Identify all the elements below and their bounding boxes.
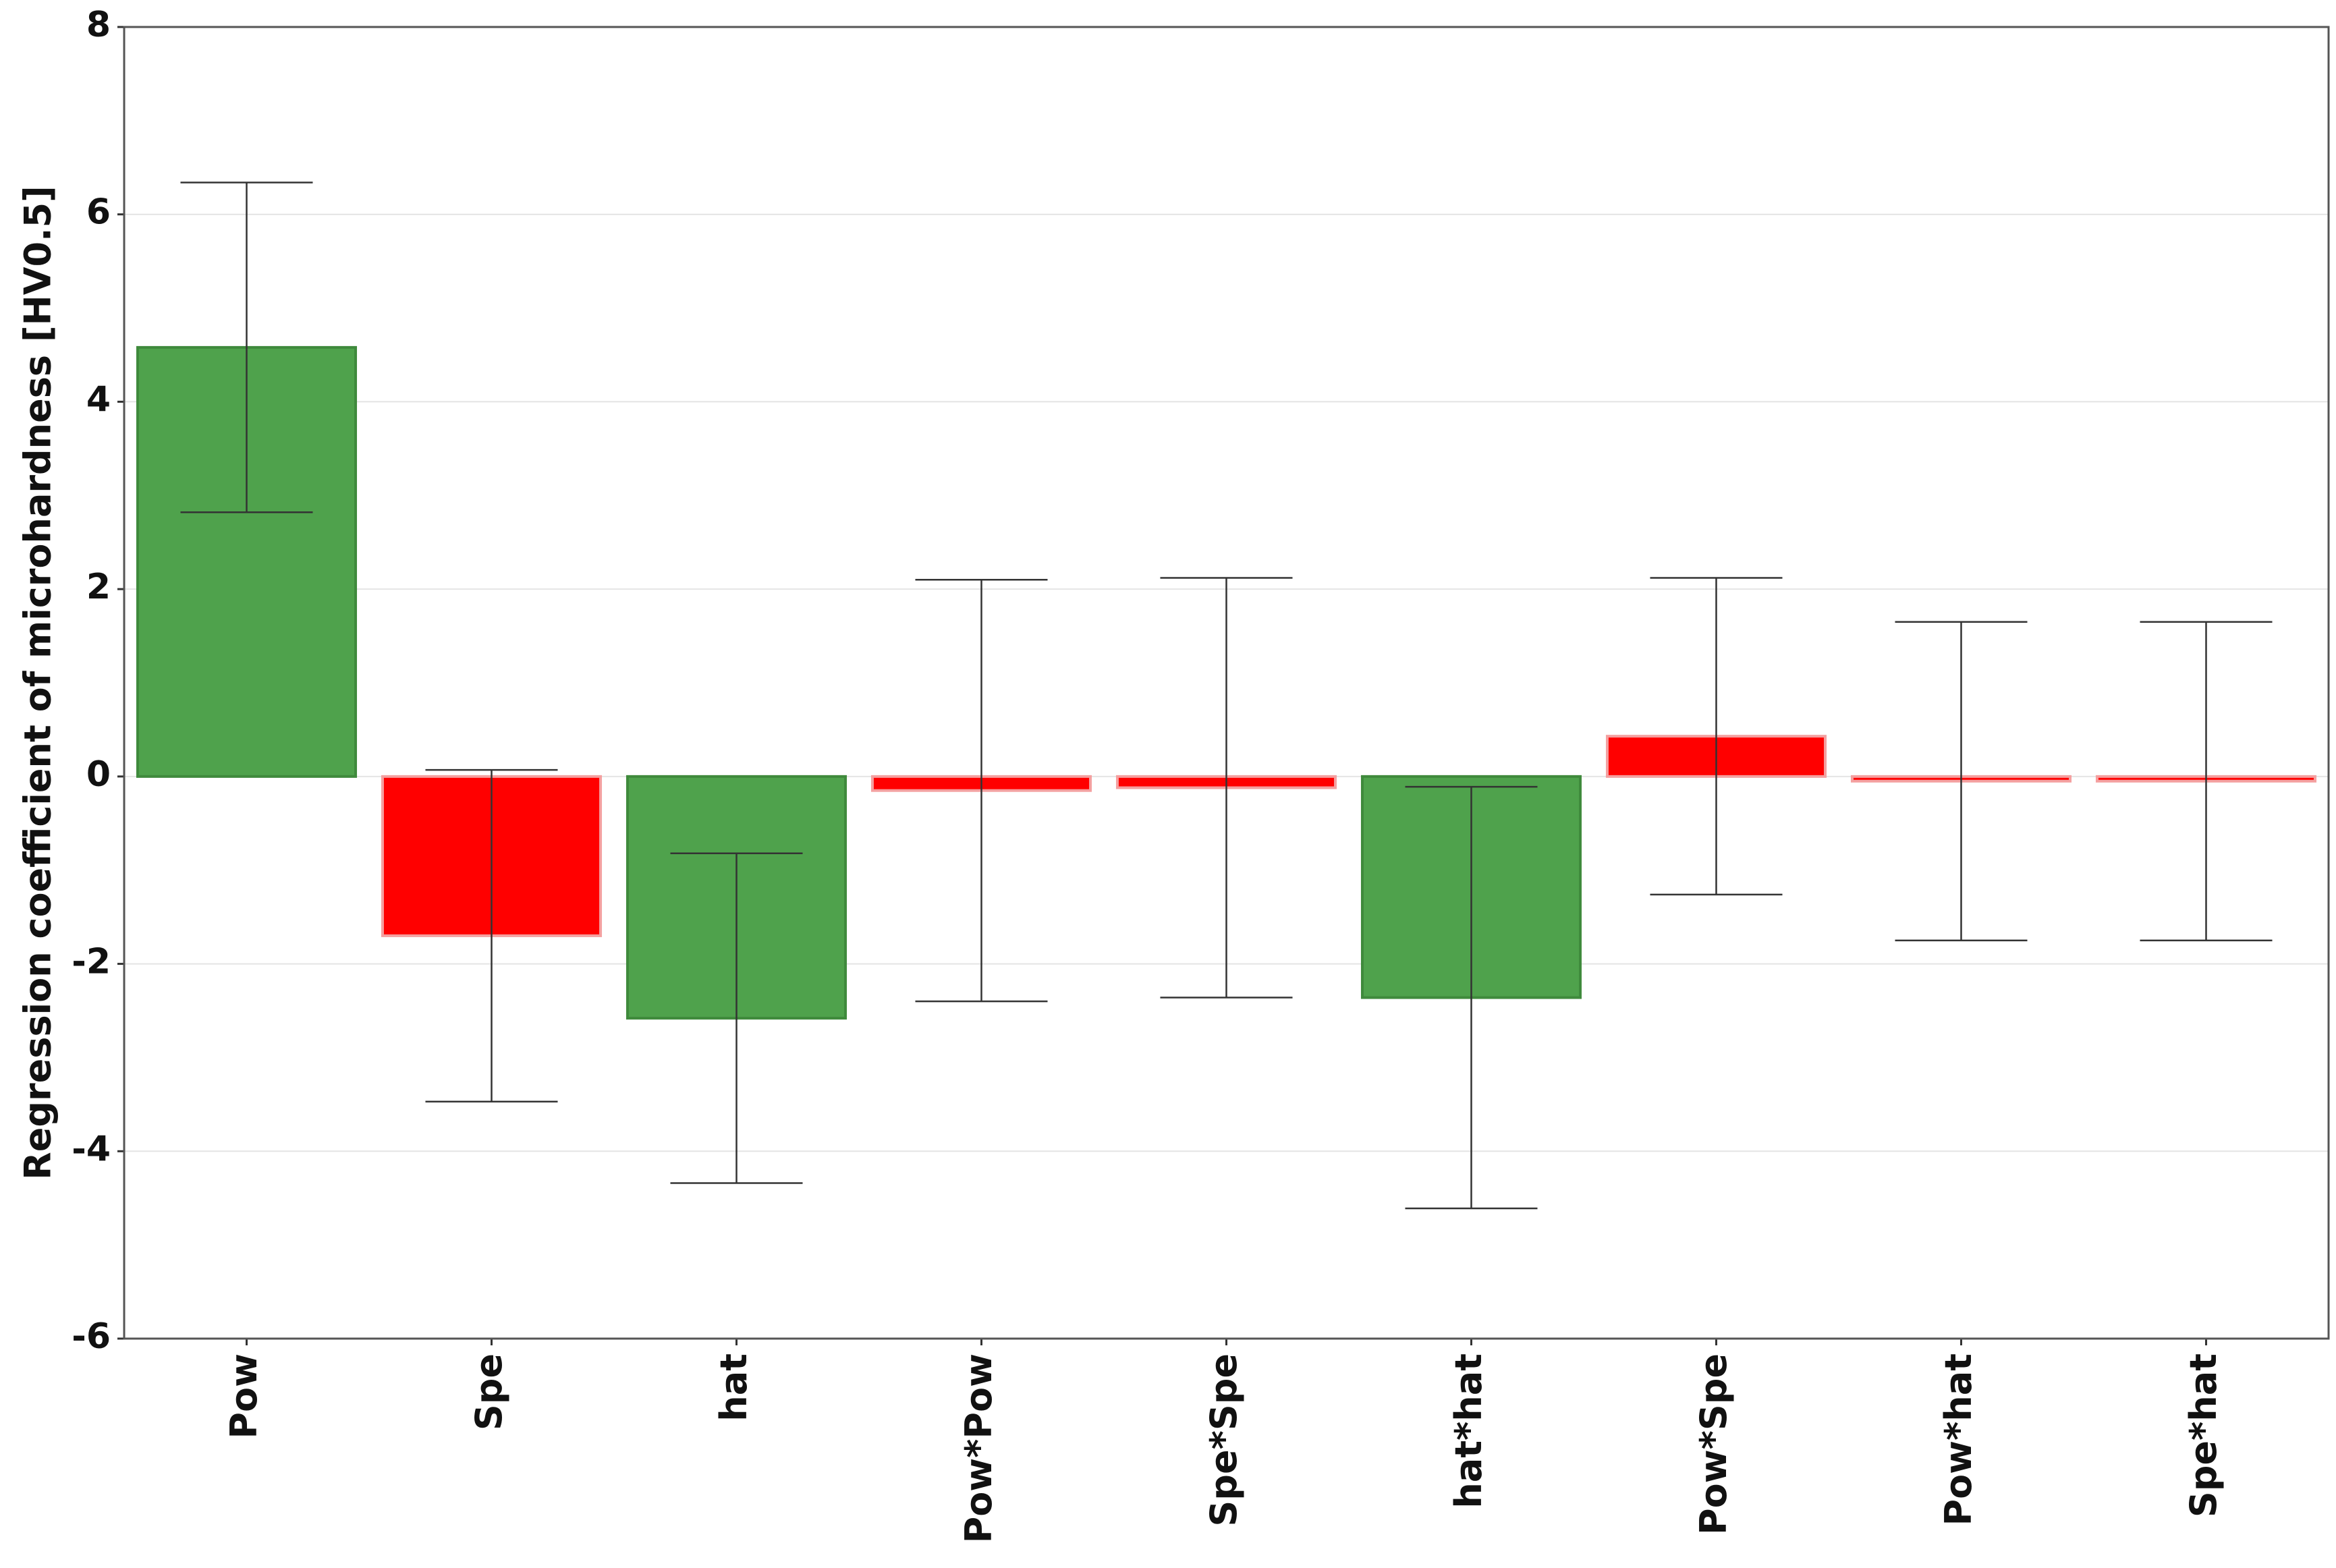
x-tick-label: Pow*hat	[1937, 1353, 1980, 1526]
y-tick-label: 6	[86, 192, 111, 233]
x-tick-label: hat	[713, 1353, 755, 1422]
x-tick-label: Pow	[223, 1353, 265, 1439]
y-tick-label: 0	[86, 754, 111, 795]
x-tick-label: Pow*Pow	[957, 1353, 1000, 1543]
y-tick-label: 2	[86, 567, 111, 607]
y-tick-label: -2	[72, 942, 111, 982]
x-tick-label: Spe	[468, 1353, 510, 1430]
x-tick-label: Pow*Spe	[1692, 1353, 1735, 1535]
y-tick-label: -4	[72, 1129, 111, 1169]
x-tick-label: hat*hat	[1447, 1353, 1490, 1509]
x-tick-label: Spe*hat	[2182, 1353, 2225, 1517]
y-tick-label: 4	[86, 379, 111, 420]
y-axis-label: Regression coefficient of microhardness …	[17, 186, 59, 1180]
plot-frame	[123, 26, 2330, 1340]
y-tick-label: -6	[72, 1316, 111, 1357]
y-tick-label: 8	[86, 5, 111, 45]
x-tick-label: Spe*Spe	[1202, 1353, 1245, 1527]
